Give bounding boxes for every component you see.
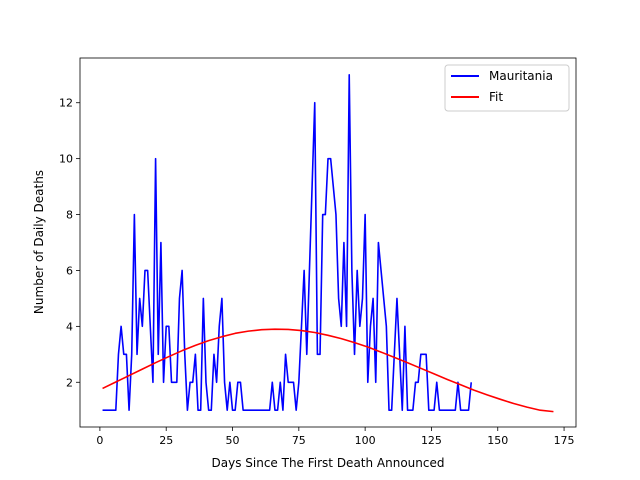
y-tick-label: 4: [66, 320, 73, 333]
y-axis: 2 4 6 8 10 12: [59, 97, 80, 389]
x-axis-label: Days Since The First Death Announced: [212, 456, 445, 470]
y-tick-label: 6: [66, 264, 73, 277]
x-tick-label: 75: [292, 434, 306, 447]
y-tick-label: 12: [59, 97, 73, 110]
x-tick-label: 50: [226, 434, 240, 447]
x-tick-label: 150: [487, 434, 508, 447]
x-tick-label: 25: [159, 434, 173, 447]
y-axis-label: Number of Daily Deaths: [32, 170, 46, 314]
x-tick-label: 175: [554, 434, 575, 447]
y-tick-label: 10: [59, 153, 73, 166]
legend: Mauritania Fit: [444, 64, 570, 112]
y-tick-label: 8: [66, 209, 73, 222]
y-tick-label: 2: [66, 376, 73, 389]
legend-label-fit: Fit: [489, 90, 503, 104]
series-line-mauritania: [102, 73, 473, 412]
x-axis: 0 25 50 75 100 125 150 175: [96, 427, 575, 447]
x-tick-label: 125: [421, 434, 442, 447]
legend-label-mauritania: Mauritania: [489, 69, 553, 83]
axes-frame: [79, 57, 577, 428]
x-tick-label: 0: [96, 434, 103, 447]
series-line-fit: [102, 328, 554, 413]
x-tick-label: 100: [355, 434, 376, 447]
series-layer: [102, 73, 554, 413]
